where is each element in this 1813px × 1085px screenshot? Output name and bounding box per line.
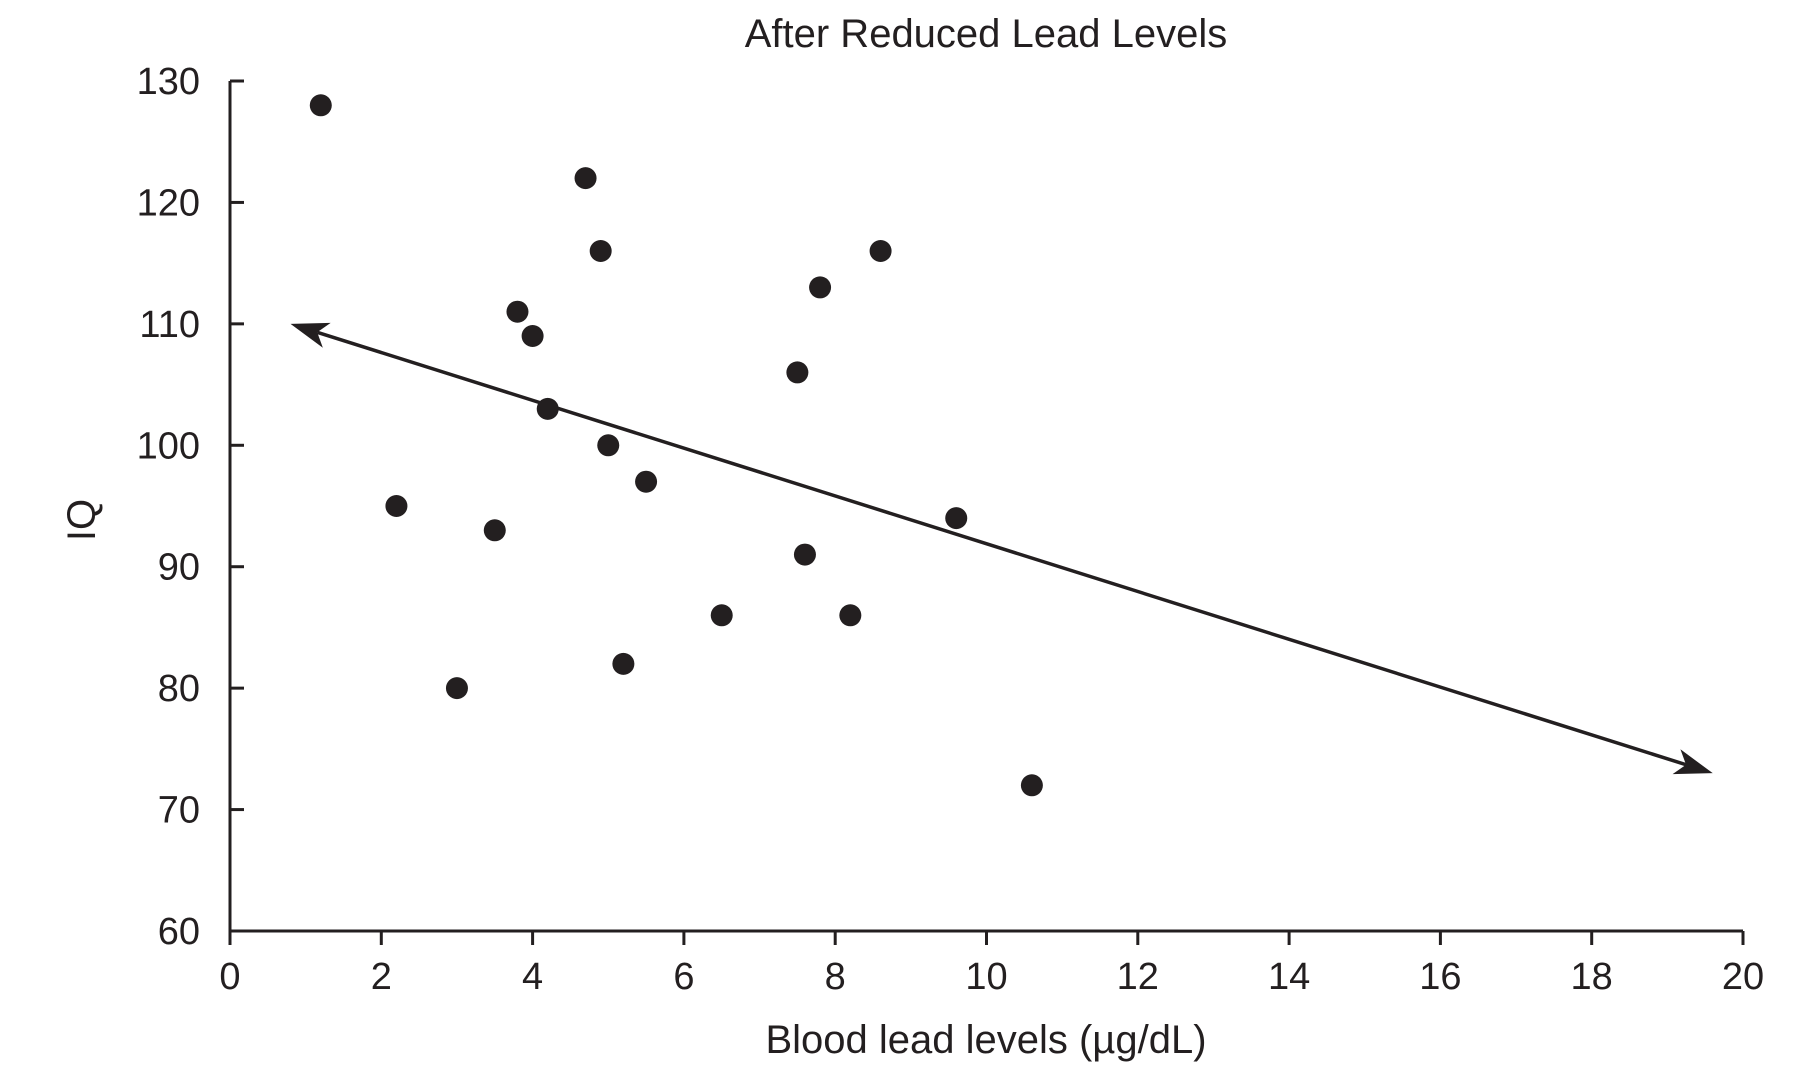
- trend-arrow-head-right: [1672, 749, 1713, 775]
- data-point: [385, 495, 408, 517]
- data-point: [635, 470, 658, 493]
- data-point: [945, 507, 968, 530]
- chart-title: After Reduced Lead Levels: [745, 12, 1228, 56]
- data-point: [483, 519, 506, 542]
- data-point: [1020, 774, 1043, 797]
- data-point: [839, 604, 862, 627]
- y-tick-label: 120: [137, 182, 200, 224]
- data-point: [536, 397, 559, 420]
- x-tick-label: 4: [522, 956, 543, 998]
- y-tick-label: 80: [158, 668, 200, 710]
- data-point: [710, 604, 733, 627]
- x-tick-label: 18: [1571, 956, 1613, 998]
- data-point: [309, 94, 332, 117]
- x-tick-label: 6: [673, 956, 694, 998]
- data-point: [445, 677, 468, 700]
- data-point: [597, 434, 620, 457]
- plot-area: 0 2 4 6 8 10 12 14 16 18 20 60 70 80 90 100 110 120 130: [137, 61, 1765, 998]
- x-tick-label: 14: [1268, 956, 1310, 998]
- data-point: [506, 300, 529, 323]
- data-point: [793, 543, 816, 566]
- x-tick-label: 8: [825, 956, 846, 998]
- x-axis-label: Blood lead levels (µg/dL): [765, 1018, 1206, 1062]
- data-point: [612, 652, 635, 675]
- trend-line: [316, 330, 1687, 767]
- x-tick-label: 16: [1419, 956, 1461, 998]
- x-tick-label: 10: [965, 956, 1007, 998]
- y-tick-label: 130: [137, 61, 200, 103]
- y-tick-label: 110: [139, 304, 200, 346]
- data-point: [521, 325, 544, 347]
- x-tick-label: 20: [1722, 956, 1764, 998]
- data-point: [786, 361, 809, 384]
- data-point: [574, 167, 597, 190]
- x-tick-label: 12: [1117, 956, 1159, 998]
- trend-arrow-head-left: [290, 322, 331, 348]
- data-point: [589, 240, 612, 262]
- y-tick-label: 60: [158, 911, 200, 953]
- data-point: [869, 240, 892, 262]
- y-tick-label: 90: [158, 547, 200, 589]
- data-point: [809, 276, 832, 299]
- y-axis-label: IQ: [60, 499, 104, 541]
- x-tick-label: 0: [219, 956, 240, 998]
- y-tick-label: 70: [158, 790, 200, 832]
- x-tick-label: 2: [371, 956, 392, 998]
- y-tick-label: 100: [137, 425, 200, 467]
